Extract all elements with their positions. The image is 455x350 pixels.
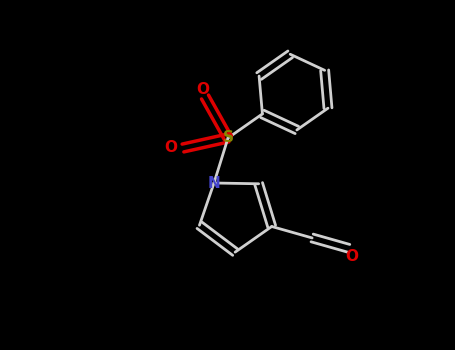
Text: N: N — [207, 175, 220, 190]
Text: O: O — [345, 249, 358, 264]
Text: O: O — [165, 140, 177, 155]
Text: S: S — [222, 131, 233, 146]
Text: O: O — [197, 82, 209, 97]
